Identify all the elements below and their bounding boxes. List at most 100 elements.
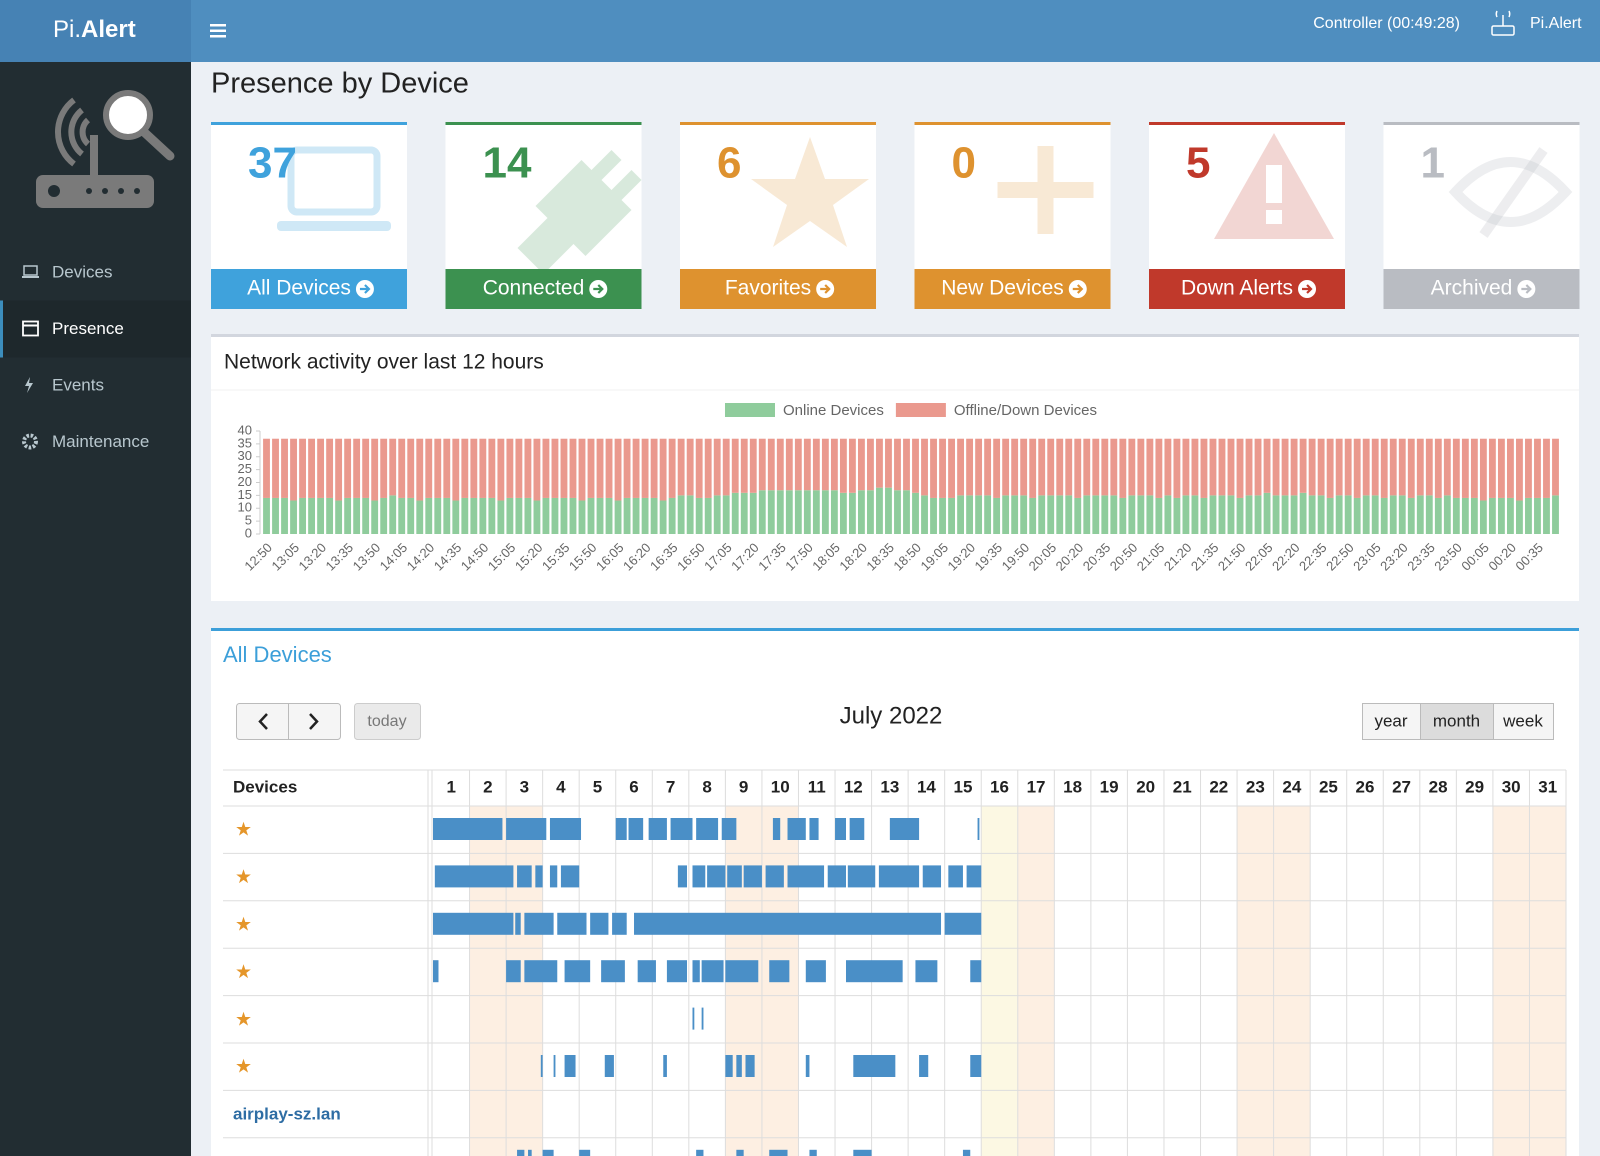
presence-session[interactable]: [615, 818, 627, 840]
presence-session[interactable]: [524, 960, 558, 983]
presence-session[interactable]: [772, 818, 781, 840]
view-button[interactable]: year: [1362, 703, 1421, 740]
menu-item[interactable]: Maintenance: [22, 432, 149, 451]
presence-session[interactable]: [701, 1007, 704, 1030]
today-button-bg[interactable]: [354, 703, 421, 740]
presence-session[interactable]: [433, 960, 439, 983]
presence-session[interactable]: [696, 818, 719, 840]
presence-session[interactable]: [809, 1149, 817, 1156]
presence-session[interactable]: [670, 818, 693, 840]
info-box[interactable]: 5 Down Alerts: [1149, 122, 1345, 309]
presence-session[interactable]: [634, 912, 942, 935]
info-box[interactable]: 37 All Devices: [211, 122, 407, 309]
presence-session[interactable]: [696, 1149, 704, 1156]
presence-session[interactable]: [743, 865, 762, 888]
presence-session[interactable]: [889, 818, 920, 840]
presence-session[interactable]: [805, 960, 826, 983]
device-name[interactable]: airplay-sz.lan: [233, 1105, 341, 1124]
presence-session[interactable]: [692, 1007, 695, 1030]
presence-session[interactable]: [564, 960, 591, 983]
presence-session[interactable]: [628, 818, 644, 840]
presence-session[interactable]: [970, 1055, 982, 1077]
presence-session[interactable]: [506, 818, 547, 840]
presence-session[interactable]: [721, 818, 737, 840]
legend-item[interactable]: Online Devices: [724, 402, 884, 419]
presence-session[interactable]: [847, 865, 876, 888]
presence-session[interactable]: [515, 912, 521, 935]
presence-session[interactable]: [553, 1055, 556, 1077]
presence-session[interactable]: [769, 960, 790, 983]
presence-session[interactable]: [549, 865, 558, 888]
presence-session[interactable]: [736, 1055, 742, 1077]
presence-session[interactable]: [944, 912, 982, 935]
presence-session[interactable]: [601, 960, 625, 983]
presence-session[interactable]: [590, 912, 609, 935]
info-box[interactable]: 1 Archived: [1383, 122, 1580, 309]
presence-session[interactable]: [853, 1149, 872, 1156]
prev-button[interactable]: [258, 713, 268, 730]
presence-session[interactable]: [433, 818, 503, 840]
presence-session[interactable]: [517, 1149, 525, 1156]
favorite-star[interactable]: ★: [235, 962, 252, 983]
info-box[interactable]: 14 Connected: [445, 122, 642, 309]
presence-session[interactable]: [666, 960, 688, 983]
menu-item[interactable]: Devices: [22, 262, 112, 281]
presence-session[interactable]: [540, 1055, 543, 1077]
presence-session[interactable]: [725, 960, 759, 983]
presence-session[interactable]: [542, 1149, 554, 1156]
presence-session[interactable]: [692, 960, 700, 983]
brand-area[interactable]: [0, 0, 191, 62]
presence-session[interactable]: [745, 1055, 755, 1077]
presence-session[interactable]: [966, 865, 982, 888]
today-button[interactable]: today: [367, 713, 406, 730]
presence-session[interactable]: [835, 818, 846, 840]
presence-session[interactable]: [604, 1055, 614, 1077]
presence-session[interactable]: [701, 960, 724, 983]
presence-session[interactable]: [919, 1055, 929, 1077]
presence-session[interactable]: [677, 865, 688, 888]
presence-session[interactable]: [579, 1149, 591, 1156]
presence-session[interactable]: [787, 818, 806, 840]
presence-session[interactable]: [845, 960, 903, 983]
presence-session[interactable]: [809, 818, 819, 840]
info-box[interactable]: 0 New Devices: [914, 122, 1111, 309]
presence-session[interactable]: [849, 818, 865, 840]
user-icon[interactable]: [1491, 10, 1515, 36]
presence-session[interactable]: [663, 1055, 667, 1077]
presence-session[interactable]: [827, 865, 846, 888]
legend-item[interactable]: Offline/Down Devices: [895, 402, 1097, 419]
presence-session[interactable]: [564, 1055, 576, 1077]
presence-session[interactable]: [805, 1055, 810, 1077]
presence-session[interactable]: [970, 960, 982, 983]
info-box[interactable]: 6 Favorites: [680, 122, 876, 309]
presence-session[interactable]: [769, 1149, 788, 1156]
presence-session[interactable]: [787, 865, 825, 888]
presence-session[interactable]: [692, 865, 706, 888]
view-button[interactable]: month: [1420, 703, 1494, 740]
presence-session[interactable]: [528, 1149, 532, 1156]
presence-session[interactable]: [560, 865, 580, 888]
favorite-star[interactable]: ★: [235, 820, 252, 841]
presence-session[interactable]: [948, 865, 963, 888]
user-name[interactable]: Pi.Alert: [1530, 15, 1582, 32]
next-button[interactable]: [309, 713, 319, 730]
presence-session[interactable]: [433, 912, 514, 935]
favorite-star[interactable]: ★: [235, 915, 252, 936]
presence-session[interactable]: [725, 1055, 733, 1077]
presence-session[interactable]: [557, 912, 587, 935]
favorite-star[interactable]: ★: [235, 1009, 252, 1030]
presence-session[interactable]: [977, 818, 980, 840]
presence-session[interactable]: [549, 818, 582, 840]
presence-session[interactable]: [612, 912, 627, 935]
presence-session[interactable]: [915, 960, 938, 983]
presence-session[interactable]: [922, 865, 942, 888]
presence-session[interactable]: [727, 865, 742, 888]
menu-item[interactable]: Events: [25, 375, 104, 394]
presence-session[interactable]: [517, 865, 532, 888]
presence-session[interactable]: [765, 865, 784, 888]
presence-session[interactable]: [506, 960, 521, 983]
presence-session[interactable]: [853, 1055, 896, 1077]
presence-session[interactable]: [434, 865, 514, 888]
presence-session[interactable]: [637, 960, 656, 983]
presence-session[interactable]: [524, 912, 554, 935]
